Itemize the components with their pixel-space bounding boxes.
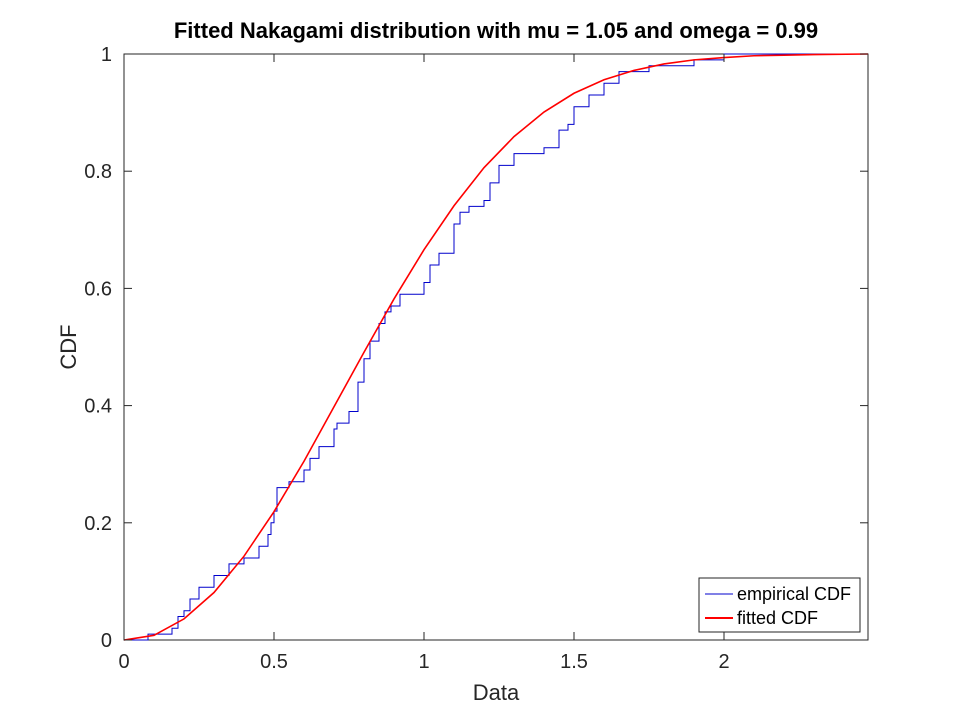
legend: empirical CDF fitted CDF xyxy=(698,577,861,633)
x-tick-label: 1.5 xyxy=(560,651,588,673)
y-tick-label: 0.2 xyxy=(84,513,112,535)
plot-frame xyxy=(123,53,869,641)
ticks-layer: 0 0.5 1 1.5 2 0 0.2 0.4 0.6 0.8 1 xyxy=(84,44,868,673)
y-tick-label: 0.8 xyxy=(84,161,112,183)
y-tick-label: 0.6 xyxy=(84,278,112,300)
series-line-0 xyxy=(124,53,868,641)
y-tick-label: 0 xyxy=(101,630,112,652)
legend-label-empirical: empirical CDF xyxy=(737,584,851,604)
x-tick-label: 2 xyxy=(718,651,729,673)
x-tick-label: 1 xyxy=(418,651,429,673)
y-tick-label: 1 xyxy=(101,44,112,66)
legend-label-fitted: fitted CDF xyxy=(737,608,818,628)
plot-area: 0 0.5 1 1.5 2 0 0.2 0.4 0.6 0.8 1 xyxy=(84,44,869,673)
x-tick-label: 0.5 xyxy=(260,651,288,673)
x-axis-label: Data xyxy=(473,680,520,705)
y-tick-label: 0.4 xyxy=(84,396,112,418)
legend-box xyxy=(698,577,861,633)
x-tick-label: 0 xyxy=(118,651,129,673)
chart-title: Fitted Nakagami distribution with mu = 1… xyxy=(174,18,818,43)
y-axis-label: CDF xyxy=(56,324,81,369)
